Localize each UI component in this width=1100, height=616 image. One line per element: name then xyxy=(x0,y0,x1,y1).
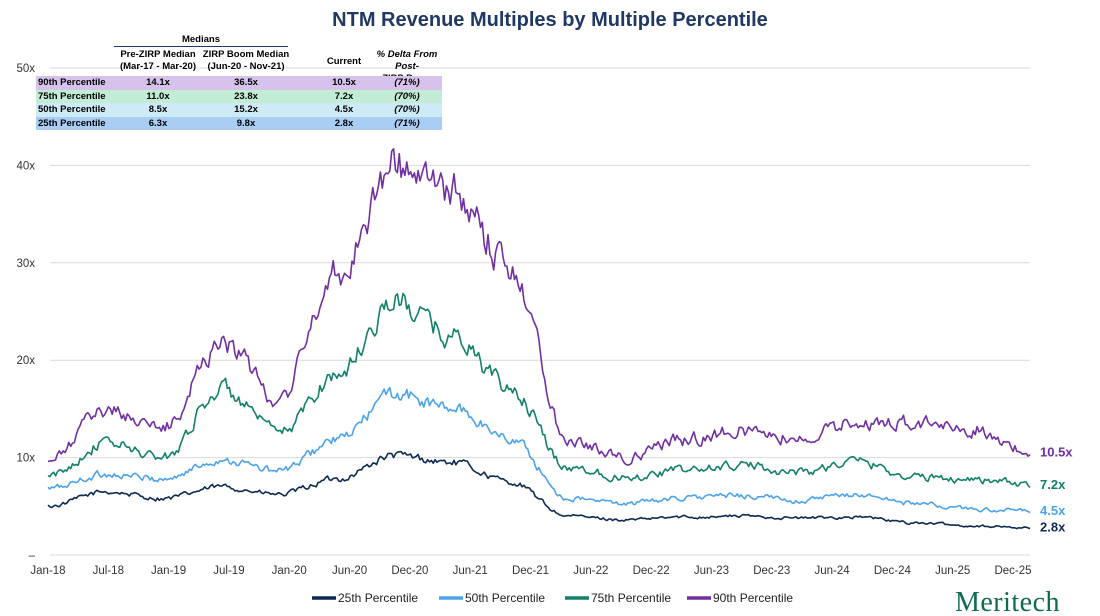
medians-cell-current: 7.2x xyxy=(334,90,354,102)
x-tick-label: Jun-24 xyxy=(814,565,850,577)
column-header-line: (Mar-17 - Mar-20) xyxy=(119,61,197,72)
x-tick-label: Jun-21 xyxy=(453,565,488,577)
legend-label: 75th Percentile xyxy=(591,591,671,605)
legend-label: 90th Percentile xyxy=(713,591,793,605)
y-axis-ticks: – 10x 20x 30x 40x 50x xyxy=(16,63,35,562)
x-tick-label: Jan-20 xyxy=(272,565,307,577)
medians-row: 50th Percentile 8.5x 15.2x 4.5x (70%) xyxy=(36,103,442,117)
medians-cell-boom: 23.8x xyxy=(234,90,258,102)
medians-cell-delta: (71%) xyxy=(394,117,420,129)
x-tick-label: Dec-24 xyxy=(874,565,912,577)
column-header-line: Pre-ZIRP Median xyxy=(120,49,196,60)
x-tick-label: Jan-18 xyxy=(30,565,65,577)
legend-item: 50th Percentile xyxy=(439,591,545,605)
gridlines xyxy=(50,67,1030,556)
column-header-line: ZIRP Boom Median xyxy=(202,49,290,60)
column-header-line: Current xyxy=(326,56,362,67)
legend-item: 25th Percentile xyxy=(312,591,418,605)
column-header: Current xyxy=(324,56,364,68)
x-axis-ticks: Jan-18 Jul-18 Jan-19 Jul-19 Jan-20 Jun-20 Dec-… xyxy=(30,565,1031,577)
x-tick-label: Dec-22 xyxy=(633,565,670,577)
legend: 25th Percentile 50th Percentile 75th Perce… xyxy=(312,591,793,605)
legend-label: 50th Percentile xyxy=(465,591,545,605)
column-header: Pre-ZIRP Median (Mar-17 - Mar-20) xyxy=(114,49,202,73)
series-line-4 xyxy=(47,148,1031,466)
medians-row: 25th Percentile 6.3x 9.8x 2.8x (71%) xyxy=(36,116,442,130)
x-tick-label: Dec-23 xyxy=(753,565,790,577)
medians-cell-current: 4.5x xyxy=(334,104,354,115)
medians-cell-pre: 11.0x xyxy=(146,90,170,102)
y-tick-label: – xyxy=(29,550,36,562)
x-tick-label: Dec-25 xyxy=(994,565,1031,577)
legend-item: 90th Percentile xyxy=(687,591,793,605)
medians-cell-pre: 6.3x xyxy=(148,117,168,129)
medians-cell-boom: 15.2x xyxy=(234,104,258,115)
end-label-4: 10.5x xyxy=(1040,445,1073,460)
meritech-logo: Meritech xyxy=(955,587,1060,616)
x-tick-label: Jun-25 xyxy=(935,565,970,577)
medians-cell-label: 50th Percentile xyxy=(38,104,106,115)
chart-title: NTM Revenue Multiples by Multiple Percen… xyxy=(332,9,768,31)
medians-row: 75th Percentile 11.0x 23.8x 7.2x (70%) xyxy=(36,89,442,103)
x-tick-label: Jun-20 xyxy=(332,565,367,577)
column-header-line: % Delta From Post- xyxy=(376,49,438,72)
x-tick-label: Jul-19 xyxy=(213,565,244,577)
legend-label: 25th Percentile xyxy=(338,591,418,605)
medians-cell-boom: 9.8x xyxy=(236,117,256,129)
series-line-3 xyxy=(47,292,1031,489)
x-tick-label: Dec-20 xyxy=(391,565,428,577)
series-line-2 xyxy=(47,386,1031,514)
end-labels: 2.8x 4.5x 7.2x 10.5x xyxy=(1040,445,1073,535)
medians-cell-delta: (70%) xyxy=(394,90,420,102)
column-header: ZIRP Boom Median (Jun-20 - Nov-21) xyxy=(202,49,290,73)
y-tick-label: 40x xyxy=(16,160,35,172)
medians-cell-current: 10.5x xyxy=(332,77,356,88)
medians-cell-current: 2.8x xyxy=(334,117,354,129)
medians-row: 90th Percentile 14.1x 36.5x 10.5x (71%) xyxy=(36,76,442,90)
x-tick-label: Jun-23 xyxy=(694,565,729,577)
medians-group-header: Medians xyxy=(114,34,288,47)
legend-item: 75th Percentile xyxy=(565,591,671,605)
medians-cell-label: 90th Percentile xyxy=(38,77,106,88)
series-line-1 xyxy=(47,450,1031,530)
series-lines xyxy=(47,148,1031,530)
medians-cell-boom: 36.5x xyxy=(234,77,258,88)
medians-cell-pre: 14.1x xyxy=(146,77,170,88)
y-tick-label: 20x xyxy=(16,355,35,367)
medians-cell-label: 25th Percentile xyxy=(38,117,106,129)
medians-cell-delta: (70%) xyxy=(394,104,420,115)
medians-cell-pre: 8.5x xyxy=(148,104,168,115)
y-tick-label: 30x xyxy=(16,258,35,270)
medians-cell-label: 75th Percentile xyxy=(38,90,106,102)
medians-cell-delta: (71%) xyxy=(394,77,420,88)
y-tick-label: 50x xyxy=(16,63,35,75)
column-header-line: (Jun-20 - Nov-21) xyxy=(207,61,285,72)
x-tick-label: Jun-22 xyxy=(573,565,608,577)
end-label-1: 2.8x xyxy=(1040,520,1066,535)
y-tick-label: 10x xyxy=(16,453,35,465)
x-tick-label: Dec-21 xyxy=(512,565,549,577)
x-tick-label: Jul-18 xyxy=(93,565,124,577)
x-tick-label: Jan-19 xyxy=(151,565,186,577)
end-label-3: 7.2x xyxy=(1040,477,1066,492)
end-label-2: 4.5x xyxy=(1040,503,1066,518)
